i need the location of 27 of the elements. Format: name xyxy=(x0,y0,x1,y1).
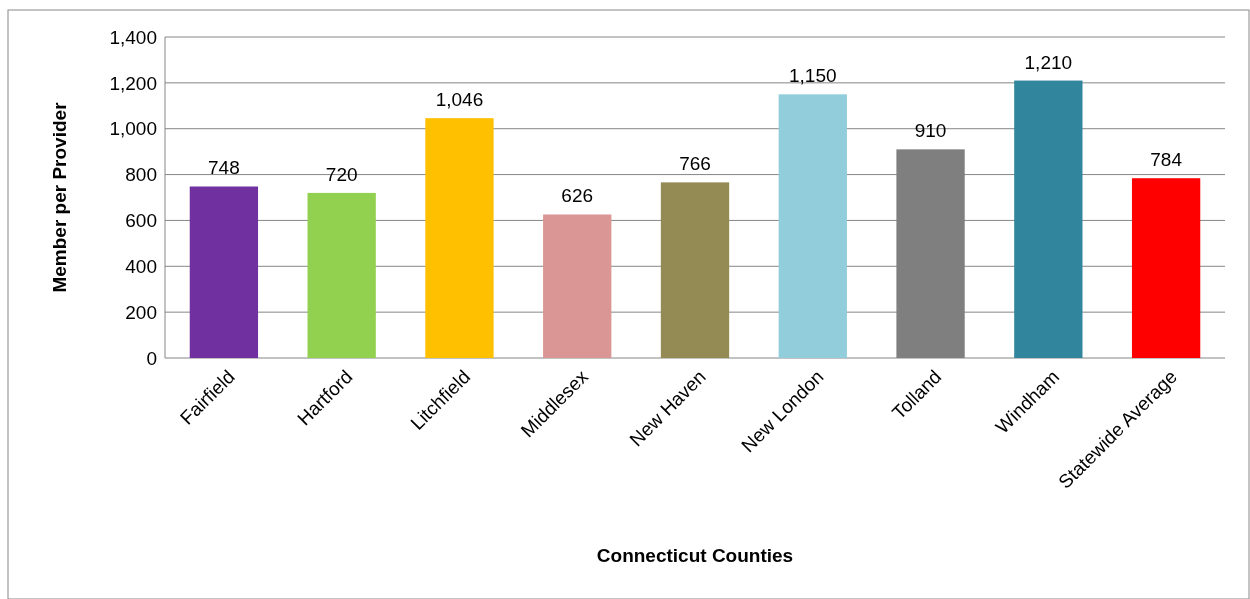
data-label: 784 xyxy=(1150,149,1183,171)
bar xyxy=(543,214,612,358)
bar xyxy=(778,94,847,358)
x-axis-title: Connecticut Counties xyxy=(596,545,794,566)
data-label: 1,210 xyxy=(1024,51,1073,73)
data-label: 1,046 xyxy=(435,89,484,111)
bar xyxy=(189,186,259,358)
y-tick-label: 1,400 xyxy=(109,26,157,48)
y-tick-label: 200 xyxy=(125,301,157,323)
y-tick-label: 0 xyxy=(146,347,157,369)
y-tick-label: 1,200 xyxy=(109,72,157,94)
data-label: 910 xyxy=(914,120,947,142)
y-axis-title: Member per Provider xyxy=(49,101,70,293)
data-label: 748 xyxy=(208,157,240,179)
bar xyxy=(425,118,494,358)
bar xyxy=(660,182,730,358)
y-tick-label: 400 xyxy=(125,255,157,277)
data-label: 766 xyxy=(679,153,711,175)
data-label: 1,150 xyxy=(789,65,837,87)
y-tick-label: 800 xyxy=(125,164,157,186)
data-label: 626 xyxy=(561,185,594,207)
bar xyxy=(1014,80,1083,358)
bar xyxy=(1131,178,1201,358)
y-tick-label: 600 xyxy=(125,210,157,232)
y-tick-label: 1,000 xyxy=(109,118,157,140)
bar xyxy=(307,192,376,358)
data-label: 720 xyxy=(325,163,358,185)
